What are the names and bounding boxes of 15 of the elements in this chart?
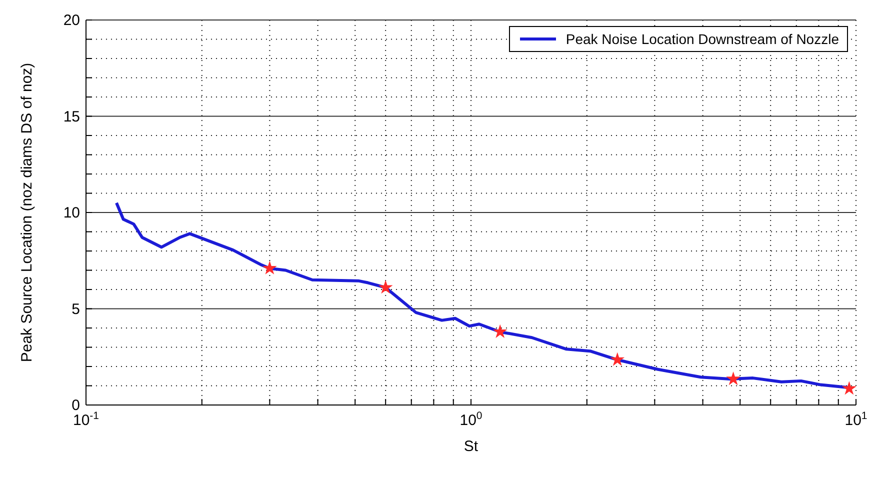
point (610, 352, 625, 366)
point (262, 260, 277, 274)
y-tick-label: 20 (63, 12, 80, 29)
y-axis-title: Peak Source Location (noz diams DS of noz) (18, 62, 36, 362)
y-tick-label: 5 (72, 300, 80, 318)
point (842, 381, 856, 395)
y-tick-label: 10 (63, 204, 80, 222)
x-axis-title: St (464, 438, 479, 455)
point (492, 324, 508, 338)
x-tick-label: 10$^{0}$ (460, 410, 482, 429)
point (378, 280, 393, 294)
point (726, 371, 740, 386)
legend-label: Peak Noise Location Downstream of Nozzle (566, 31, 839, 47)
y-tick-label: 15 (63, 108, 80, 126)
x-tick-label: 10$^{1}$ (844, 410, 868, 429)
